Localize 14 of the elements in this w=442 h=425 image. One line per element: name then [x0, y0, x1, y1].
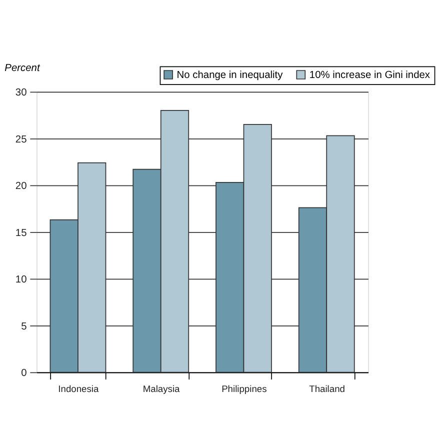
y-tick-label: 0 [21, 368, 28, 380]
y-tick-label: 20 [15, 181, 28, 192]
x-tick-label: Philippines [222, 384, 268, 394]
y-tick-label: 30 [15, 88, 28, 99]
y-tick-label: 10 [15, 274, 28, 286]
x-tick-label: Malaysia [142, 384, 181, 394]
y-tick-label: 5 [21, 321, 28, 332]
legend-label: 10% increase in Gini index [309, 70, 430, 82]
y-axis-title: Percent [4, 62, 41, 74]
x-tick-label: Thailand [309, 384, 345, 394]
x-tick-label: Indonesia [58, 384, 100, 394]
y-tick-label: 25 [15, 134, 28, 146]
legend-label: No change in inequality [176, 70, 284, 82]
y-tick-label: 15 [15, 228, 28, 239]
